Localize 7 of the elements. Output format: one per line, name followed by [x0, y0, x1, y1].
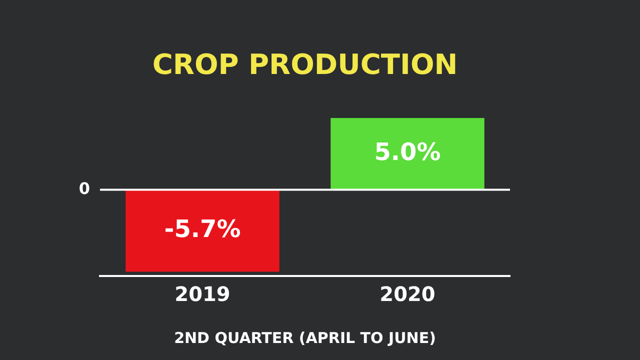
- x-tick-label: 2020: [380, 282, 436, 306]
- x-tick-label: 2019: [174, 282, 230, 306]
- data-label: 5.0%: [374, 138, 441, 166]
- x-axis-title: 2ND QUARTER (APRIL TO JUNE): [174, 328, 436, 347]
- text: 0: [78, 178, 90, 198]
- chart-title: CROP PRODUCTION: [152, 48, 458, 82]
- data-label: -5.7%: [164, 214, 241, 243]
